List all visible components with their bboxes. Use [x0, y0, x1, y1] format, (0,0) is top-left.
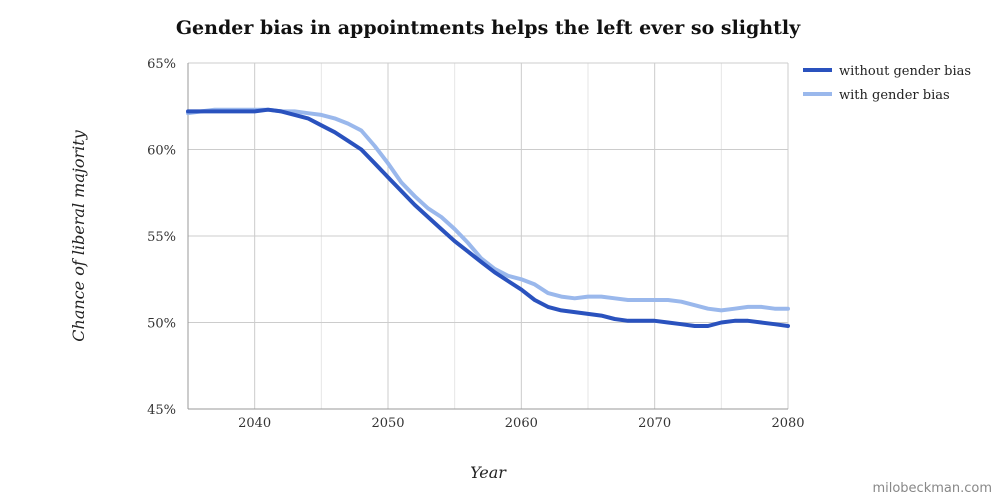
- legend-label: without gender bias: [839, 64, 971, 79]
- x-axis-ticks: 2040 2050 2060 2070 2080: [238, 416, 804, 431]
- x-tick-label: 2070: [638, 416, 671, 431]
- series-line-1: [186, 107, 790, 313]
- legend: without gender bias with gender bias: [803, 64, 971, 103]
- grid-lines: [187, 62, 789, 410]
- watermark-text: milobeckman.com: [872, 481, 992, 496]
- x-tick-label: 2080: [771, 416, 804, 431]
- y-tick-label: 65%: [147, 57, 176, 72]
- y-tick-label: 55%: [147, 230, 176, 245]
- x-axis-title: Year: [470, 463, 507, 482]
- series-lines: [186, 107, 790, 328]
- chart-title: Gender bias in appointments helps the le…: [176, 17, 801, 39]
- y-axis-ticks: 45% 50% 55% 60% 65%: [147, 57, 176, 418]
- y-tick-label: 60%: [147, 144, 176, 159]
- series-line-0: [186, 107, 790, 328]
- y-tick-label: 45%: [147, 403, 176, 418]
- y-tick-label: 50%: [147, 317, 176, 332]
- x-tick-label: 2060: [505, 416, 538, 431]
- legend-label: with gender bias: [839, 88, 950, 103]
- x-tick-label: 2050: [371, 416, 404, 431]
- y-axis-title: Chance of liberal majority: [69, 129, 88, 341]
- x-tick-label: 2040: [238, 416, 271, 431]
